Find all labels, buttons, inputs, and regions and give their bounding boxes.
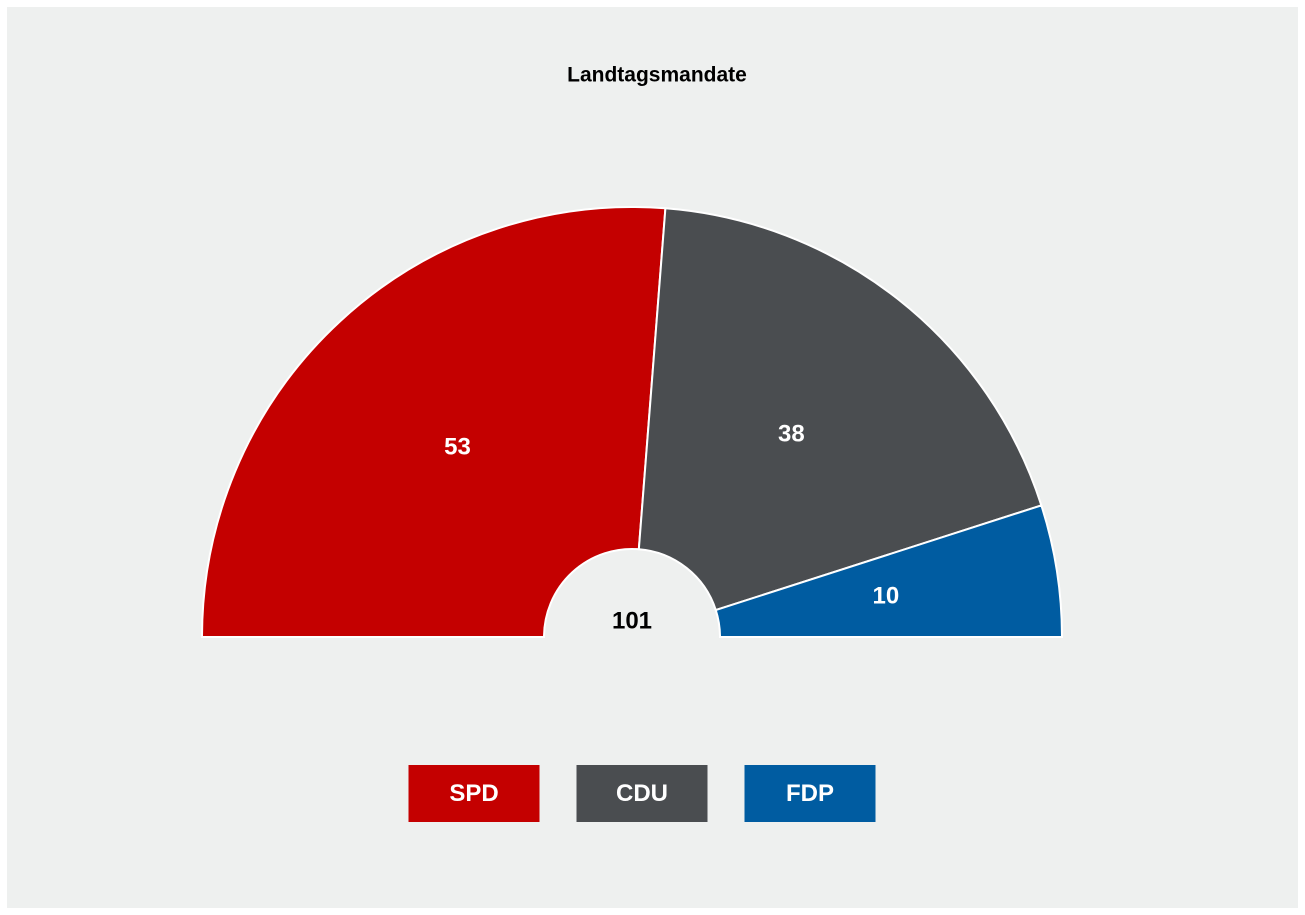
legend-swatch[interactable] [744,765,876,822]
legend-label[interactable]: CDU [616,780,668,807]
slice [637,207,1043,612]
legend-label[interactable]: SPD [449,780,498,807]
chart-title: Landtagsmandate [567,64,747,87]
slice [714,504,1064,638]
slice-label: 38 [778,421,805,448]
slice [200,205,667,638]
legend-label[interactable]: FDP [786,780,834,807]
legend-swatch[interactable] [576,765,708,822]
slice-label: 10 [873,583,900,610]
legend-swatch[interactable] [408,765,540,822]
total-label: 101 [612,607,652,634]
slice-label: 53 [444,434,471,461]
